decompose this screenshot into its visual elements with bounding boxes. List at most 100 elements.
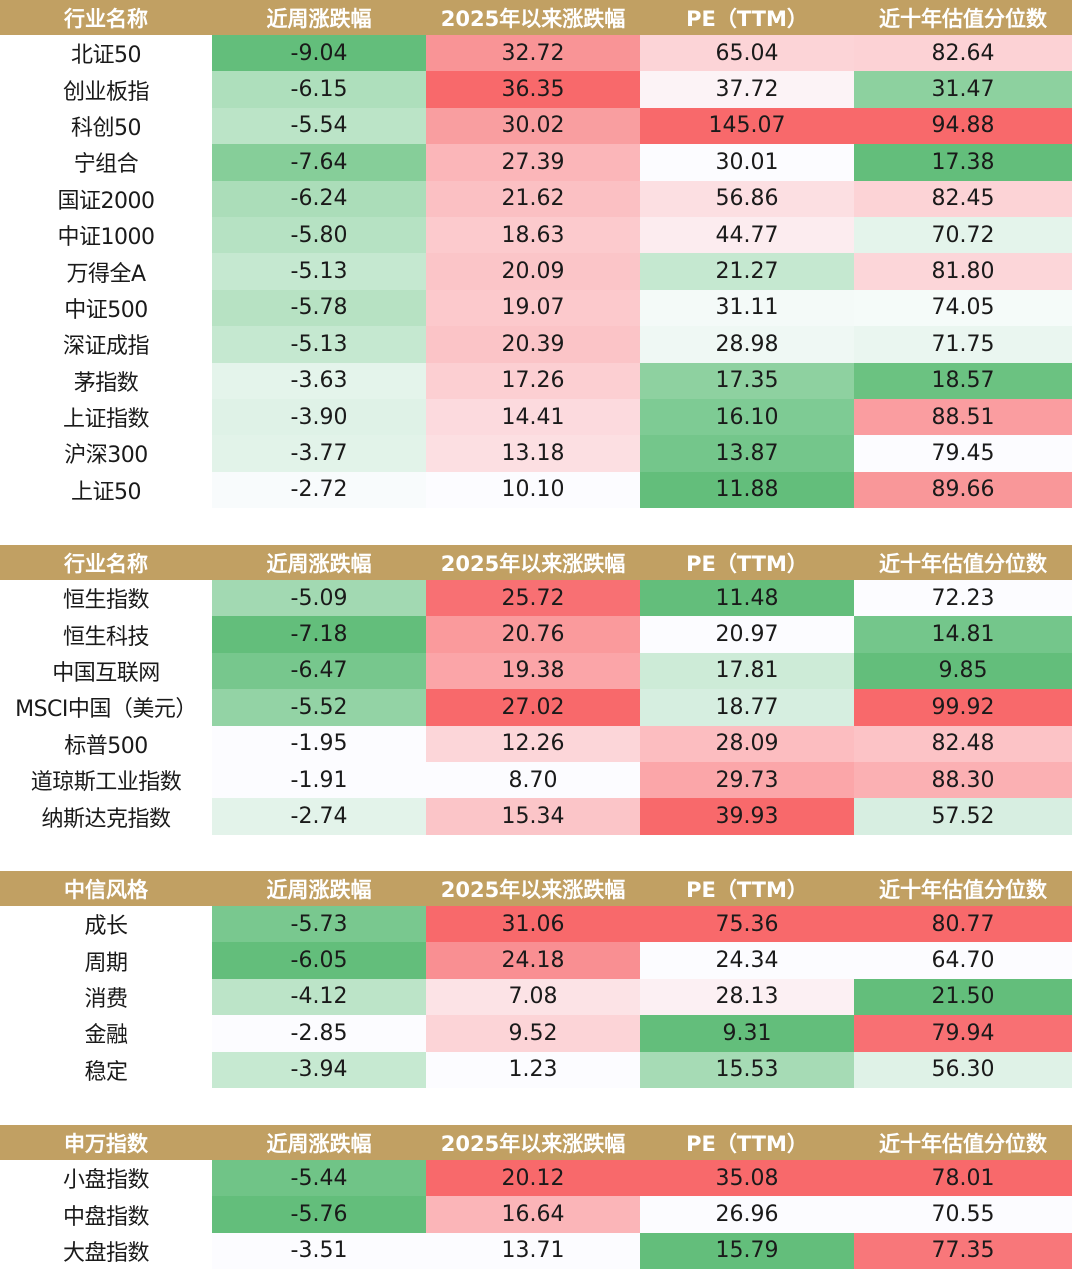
column-header-weekly-change: 近周涨跌幅 xyxy=(212,871,426,906)
table-row: 小盘指数 -5.44 20.12 35.08 78.01 xyxy=(0,1160,1072,1197)
ytd-change-cell: 20.39 xyxy=(426,326,640,363)
table-row: 标普500 -1.95 12.26 28.09 82.48 xyxy=(0,725,1072,762)
column-header-pe-ttm: PE（TTM） xyxy=(640,871,854,906)
column-header-weekly-change: 近周涨跌幅 xyxy=(212,1125,426,1160)
column-header-pe-ttm: PE（TTM） xyxy=(640,1125,854,1160)
pe-ttm-cell: 28.13 xyxy=(640,978,854,1016)
ytd-change-cell: 7.08 xyxy=(426,978,640,1016)
pe-ttm-cell: 28.09 xyxy=(640,725,854,762)
column-header-name: 申万指数 xyxy=(0,1125,212,1160)
table-row: 国证2000 -6.24 21.62 56.86 82.45 xyxy=(0,180,1072,217)
index-name-cell: 万得全A xyxy=(0,253,212,290)
ytd-change-cell: 27.02 xyxy=(426,689,640,726)
column-header-ytd-change: 2025年以来涨跌幅 xyxy=(426,1125,640,1160)
table-row: MSCI中国（美元） -5.52 27.02 18.77 99.92 xyxy=(0,689,1072,726)
table-row: 万得全A -5.13 20.09 21.27 81.80 xyxy=(0,253,1072,290)
index-name-cell: 国证2000 xyxy=(0,180,212,217)
table-row: 中证1000 -5.80 18.63 44.77 70.72 xyxy=(0,216,1072,254)
table-row: 成长 -5.73 31.06 75.36 80.77 xyxy=(0,906,1072,943)
column-header-ytd-change: 2025年以来涨跌幅 xyxy=(426,545,640,580)
weekly-change-cell: -7.18 xyxy=(212,616,426,653)
table-row: 恒生科技 -7.18 20.76 20.97 14.81 xyxy=(0,616,1072,653)
header-row: 中信风格 近周涨跌幅 2025年以来涨跌幅 PE（TTM） 近十年估值分位数 xyxy=(0,871,1072,906)
ytd-change-cell: 20.09 xyxy=(426,253,640,290)
valuation-percentile-cell: 77.35 xyxy=(854,1232,1072,1270)
weekly-change-cell: -5.80 xyxy=(212,216,426,254)
index-name-cell: 道琼斯工业指数 xyxy=(0,761,212,799)
pe-ttm-cell: 31.11 xyxy=(640,289,854,327)
weekly-change-cell: -5.78 xyxy=(212,289,426,327)
table-row: 道琼斯工业指数 -1.91 8.70 29.73 88.30 xyxy=(0,761,1072,799)
table-row: 北证50 -9.04 32.72 65.04 82.64 xyxy=(0,35,1072,72)
ytd-change-cell: 24.18 xyxy=(426,942,640,979)
weekly-change-cell: -3.51 xyxy=(212,1232,426,1270)
valuation-percentile-cell: 70.72 xyxy=(854,216,1072,254)
column-header-ytd-change: 2025年以来涨跌幅 xyxy=(426,871,640,906)
pe-ttm-cell: 17.81 xyxy=(640,652,854,690)
table-row: 大盘指数 -3.51 13.71 15.79 77.35 xyxy=(0,1232,1072,1270)
column-header-name: 行业名称 xyxy=(0,0,212,35)
sw-index-table: 申万指数 近周涨跌幅 2025年以来涨跌幅 PE（TTM） 近十年估值分位数 小盘指数 -5… xyxy=(0,1125,1072,1270)
valuation-percentile-cell: 88.30 xyxy=(854,761,1072,799)
overseas-index-table: 行业名称 近周涨跌幅 2025年以来涨跌幅 PE（TTM） 近十年估值分位数 恒生指数 -5… xyxy=(0,545,1072,835)
weekly-change-cell: -4.12 xyxy=(212,978,426,1016)
weekly-change-cell: -5.13 xyxy=(212,253,426,290)
ytd-change-cell: 20.76 xyxy=(426,616,640,653)
index-name-cell: 消费 xyxy=(0,978,212,1016)
ytd-change-cell: 19.38 xyxy=(426,652,640,690)
table-row: 纳斯达克指数 -2.74 15.34 39.93 57.52 xyxy=(0,798,1072,835)
ytd-change-cell: 15.34 xyxy=(426,798,640,835)
pe-ttm-cell: 29.73 xyxy=(640,761,854,799)
column-header-pe-ttm: PE（TTM） xyxy=(640,0,854,35)
ytd-change-cell: 1.23 xyxy=(426,1051,640,1088)
valuation-percentile-cell: 82.48 xyxy=(854,725,1072,762)
pe-ttm-cell: 13.87 xyxy=(640,435,854,472)
pe-ttm-cell: 16.10 xyxy=(640,398,854,436)
pe-ttm-cell: 24.34 xyxy=(640,942,854,979)
table-row: 消费 -4.12 7.08 28.13 21.50 xyxy=(0,978,1072,1016)
valuation-percentile-cell: 79.94 xyxy=(854,1015,1072,1052)
index-name-cell: 沪深300 xyxy=(0,435,212,472)
column-header-valuation-percentile: 近十年估值分位数 xyxy=(854,871,1072,906)
citic-style-table: 中信风格 近周涨跌幅 2025年以来涨跌幅 PE（TTM） 近十年估值分位数 成长 -5.7… xyxy=(0,871,1072,1088)
index-name-cell: 深证成指 xyxy=(0,326,212,363)
valuation-percentile-cell: 89.66 xyxy=(854,471,1072,509)
index-name-cell: 金融 xyxy=(0,1015,212,1052)
weekly-change-cell: -3.63 xyxy=(212,362,426,399)
ytd-change-cell: 27.39 xyxy=(426,144,640,181)
index-name-cell: 稳定 xyxy=(0,1051,212,1088)
index-name-cell: 上证50 xyxy=(0,471,212,509)
pe-ttm-cell: 21.27 xyxy=(640,253,854,290)
index-name-cell: 标普500 xyxy=(0,725,212,762)
weekly-change-cell: -6.47 xyxy=(212,652,426,690)
weekly-change-cell: -1.95 xyxy=(212,725,426,762)
ytd-change-cell: 13.18 xyxy=(426,435,640,472)
index-name-cell: 中盘指数 xyxy=(0,1196,212,1233)
pe-ttm-cell: 9.31 xyxy=(640,1015,854,1052)
valuation-percentile-cell: 72.23 xyxy=(854,580,1072,617)
table-row: 创业板指 -6.15 36.35 37.72 31.47 xyxy=(0,71,1072,108)
pe-ttm-cell: 44.77 xyxy=(640,216,854,254)
index-name-cell: 中证1000 xyxy=(0,216,212,254)
valuation-percentile-cell: 21.50 xyxy=(854,978,1072,1016)
pe-ttm-cell: 145.07 xyxy=(640,107,854,145)
pe-ttm-cell: 30.01 xyxy=(640,144,854,181)
weekly-change-cell: -5.73 xyxy=(212,906,426,943)
index-name-cell: 小盘指数 xyxy=(0,1160,212,1197)
index-name-cell: 中证500 xyxy=(0,289,212,327)
ytd-change-cell: 8.70 xyxy=(426,761,640,799)
valuation-percentile-cell: 9.85 xyxy=(854,652,1072,690)
ytd-change-cell: 18.63 xyxy=(426,216,640,254)
table-row: 茅指数 -3.63 17.26 17.35 18.57 xyxy=(0,362,1072,399)
weekly-change-cell: -5.09 xyxy=(212,580,426,617)
table-row: 宁组合 -7.64 27.39 30.01 17.38 xyxy=(0,144,1072,181)
table-row: 沪深300 -3.77 13.18 13.87 79.45 xyxy=(0,435,1072,472)
weekly-change-cell: -3.90 xyxy=(212,398,426,436)
column-header-valuation-percentile: 近十年估值分位数 xyxy=(854,1125,1072,1160)
weekly-change-cell: -5.44 xyxy=(212,1160,426,1197)
index-name-cell: 成长 xyxy=(0,906,212,943)
pe-ttm-cell: 15.53 xyxy=(640,1051,854,1088)
pe-ttm-cell: 39.93 xyxy=(640,798,854,835)
table-row: 稳定 -3.94 1.23 15.53 56.30 xyxy=(0,1051,1072,1088)
index-name-cell: MSCI中国（美元） xyxy=(0,689,212,726)
